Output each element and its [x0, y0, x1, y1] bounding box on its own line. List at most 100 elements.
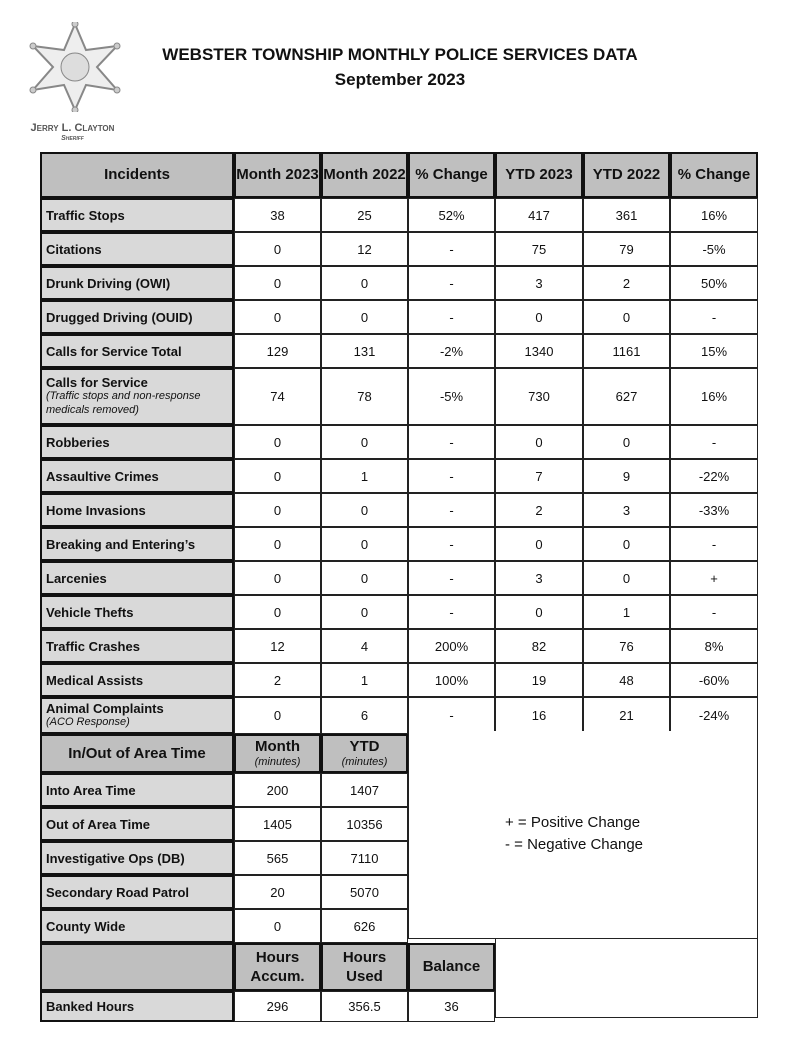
cell-text: 0	[273, 241, 282, 257]
table-cell: 1340	[495, 334, 583, 368]
cell-text: -60%	[698, 672, 730, 688]
cell-text: 0	[273, 502, 282, 518]
cell-text: Hours Used	[342, 948, 387, 986]
legend-box	[408, 731, 758, 939]
table-cell: 1407	[321, 773, 408, 807]
cell-text: 0	[273, 275, 282, 291]
cell-text: Out of Area Time	[46, 816, 151, 832]
row-label: Calls for Service (Traffic stops and non-…	[40, 368, 234, 425]
cell-text: 417	[528, 207, 550, 223]
legend: + = Positive Change - = Negative Change	[505, 812, 643, 856]
cell-text: % Change	[415, 166, 488, 184]
cell-text: Assaultive Crimes	[46, 468, 159, 484]
cell-text: Traffic Stops	[46, 207, 125, 223]
incidents-header: % Change	[670, 152, 758, 198]
cell-text: In/Out of Area Time	[68, 744, 206, 762]
table-cell: 1	[321, 663, 408, 697]
table-cell: 100%	[408, 663, 495, 697]
table-cell: +	[670, 561, 758, 595]
cell-text: 2	[273, 672, 282, 688]
cell-text: 1161	[612, 343, 641, 359]
table-cell: 10356	[321, 807, 408, 841]
cell-text: YTD 2022	[592, 166, 661, 184]
cell-text: Traffic Crashes	[46, 638, 140, 654]
table-cell: 79	[583, 232, 670, 266]
cell-text: 0	[273, 570, 282, 586]
table-cell: 2	[234, 663, 321, 697]
cell-text: Incidents	[104, 166, 170, 184]
table-cell: 0	[583, 300, 670, 334]
row-label: Drugged Driving (OUID)	[40, 300, 234, 334]
cell-text: 296	[266, 999, 289, 1014]
cell-text: % Change	[677, 166, 751, 184]
cell-text: Secondary Road Patrol	[46, 884, 190, 900]
cell-text: 0	[535, 309, 543, 325]
table-cell: 6	[321, 697, 408, 734]
cell-text: 16%	[700, 207, 728, 223]
cell-text: 565	[266, 850, 289, 866]
incidents-header: YTD 2023	[495, 152, 583, 198]
table-cell: 82	[495, 629, 583, 663]
table-cell: 1	[321, 459, 408, 493]
cell-text: 38	[270, 207, 285, 223]
area-header: Month (minutes)	[234, 734, 321, 773]
cell-text: 0	[360, 434, 369, 450]
page-title: WEBSTER TOWNSHIP MONTHLY POLICE SERVICES…	[162, 45, 638, 64]
cell-text: 0	[273, 309, 282, 325]
table-cell: 565	[234, 841, 321, 875]
cell-text: 200%	[434, 638, 469, 654]
table-cell: 74	[234, 368, 321, 425]
table-cell: 9	[583, 459, 670, 493]
cell-text: Hours Accum.	[250, 948, 305, 986]
cell-text: 76	[619, 638, 634, 654]
table-cell: 627	[583, 368, 670, 425]
cell-text: 0	[622, 434, 631, 450]
cell-text: 0	[535, 604, 543, 620]
cell-text: Larcenies	[46, 570, 107, 586]
cell-text: 200	[266, 782, 289, 798]
table-cell: -	[408, 300, 495, 334]
cell-text: 9	[622, 468, 631, 484]
table-cell: -5%	[408, 368, 495, 425]
cell-text: -	[449, 570, 454, 586]
table-cell: -	[408, 266, 495, 300]
cell-text: 12	[357, 241, 372, 257]
blank-box	[495, 938, 758, 1018]
cell-text: -	[711, 604, 717, 620]
table-cell: 0	[234, 232, 321, 266]
cell-text: 50%	[700, 275, 728, 291]
cell-note: (Traffic stops and non-response medicals…	[46, 390, 201, 416]
cell-text: -	[449, 536, 454, 552]
cell-note: (minutes)	[341, 756, 388, 769]
row-label: Breaking and Entering’s	[40, 527, 234, 561]
row-label: Out of Area Time	[40, 807, 234, 841]
cell-text: 0	[273, 708, 282, 723]
cell-text: County Wide	[46, 918, 126, 934]
table-cell: 626	[321, 909, 408, 943]
table-cell: -24%	[670, 697, 758, 734]
cell-text: 0	[273, 604, 282, 620]
incidents-header: % Change	[408, 152, 495, 198]
cell-text: 78	[357, 389, 372, 404]
table-cell: 3	[495, 266, 583, 300]
table-cell: 2	[583, 266, 670, 300]
table-cell: -	[408, 493, 495, 527]
sheriff-name: Jerry L. Clayton	[30, 122, 115, 134]
area-header: YTD (minutes)	[321, 734, 408, 773]
table-cell: 0	[321, 300, 408, 334]
cell-text: 356.5	[348, 999, 381, 1014]
table-cell: 0	[234, 697, 321, 734]
table-cell: 8%	[670, 629, 758, 663]
table-cell: 16%	[670, 368, 758, 425]
table-cell: 0	[234, 459, 321, 493]
cell-text: 8%	[704, 638, 724, 654]
table-cell: -	[670, 425, 758, 459]
cell-text: -	[711, 536, 717, 552]
row-label: Assaultive Crimes	[40, 459, 234, 493]
table-cell: 356.5	[321, 991, 408, 1022]
table-cell: -2%	[408, 334, 495, 368]
cell-text: Drunk Driving (OWI)	[46, 275, 171, 291]
cell-text: 0	[273, 434, 282, 450]
table-cell: 78	[321, 368, 408, 425]
